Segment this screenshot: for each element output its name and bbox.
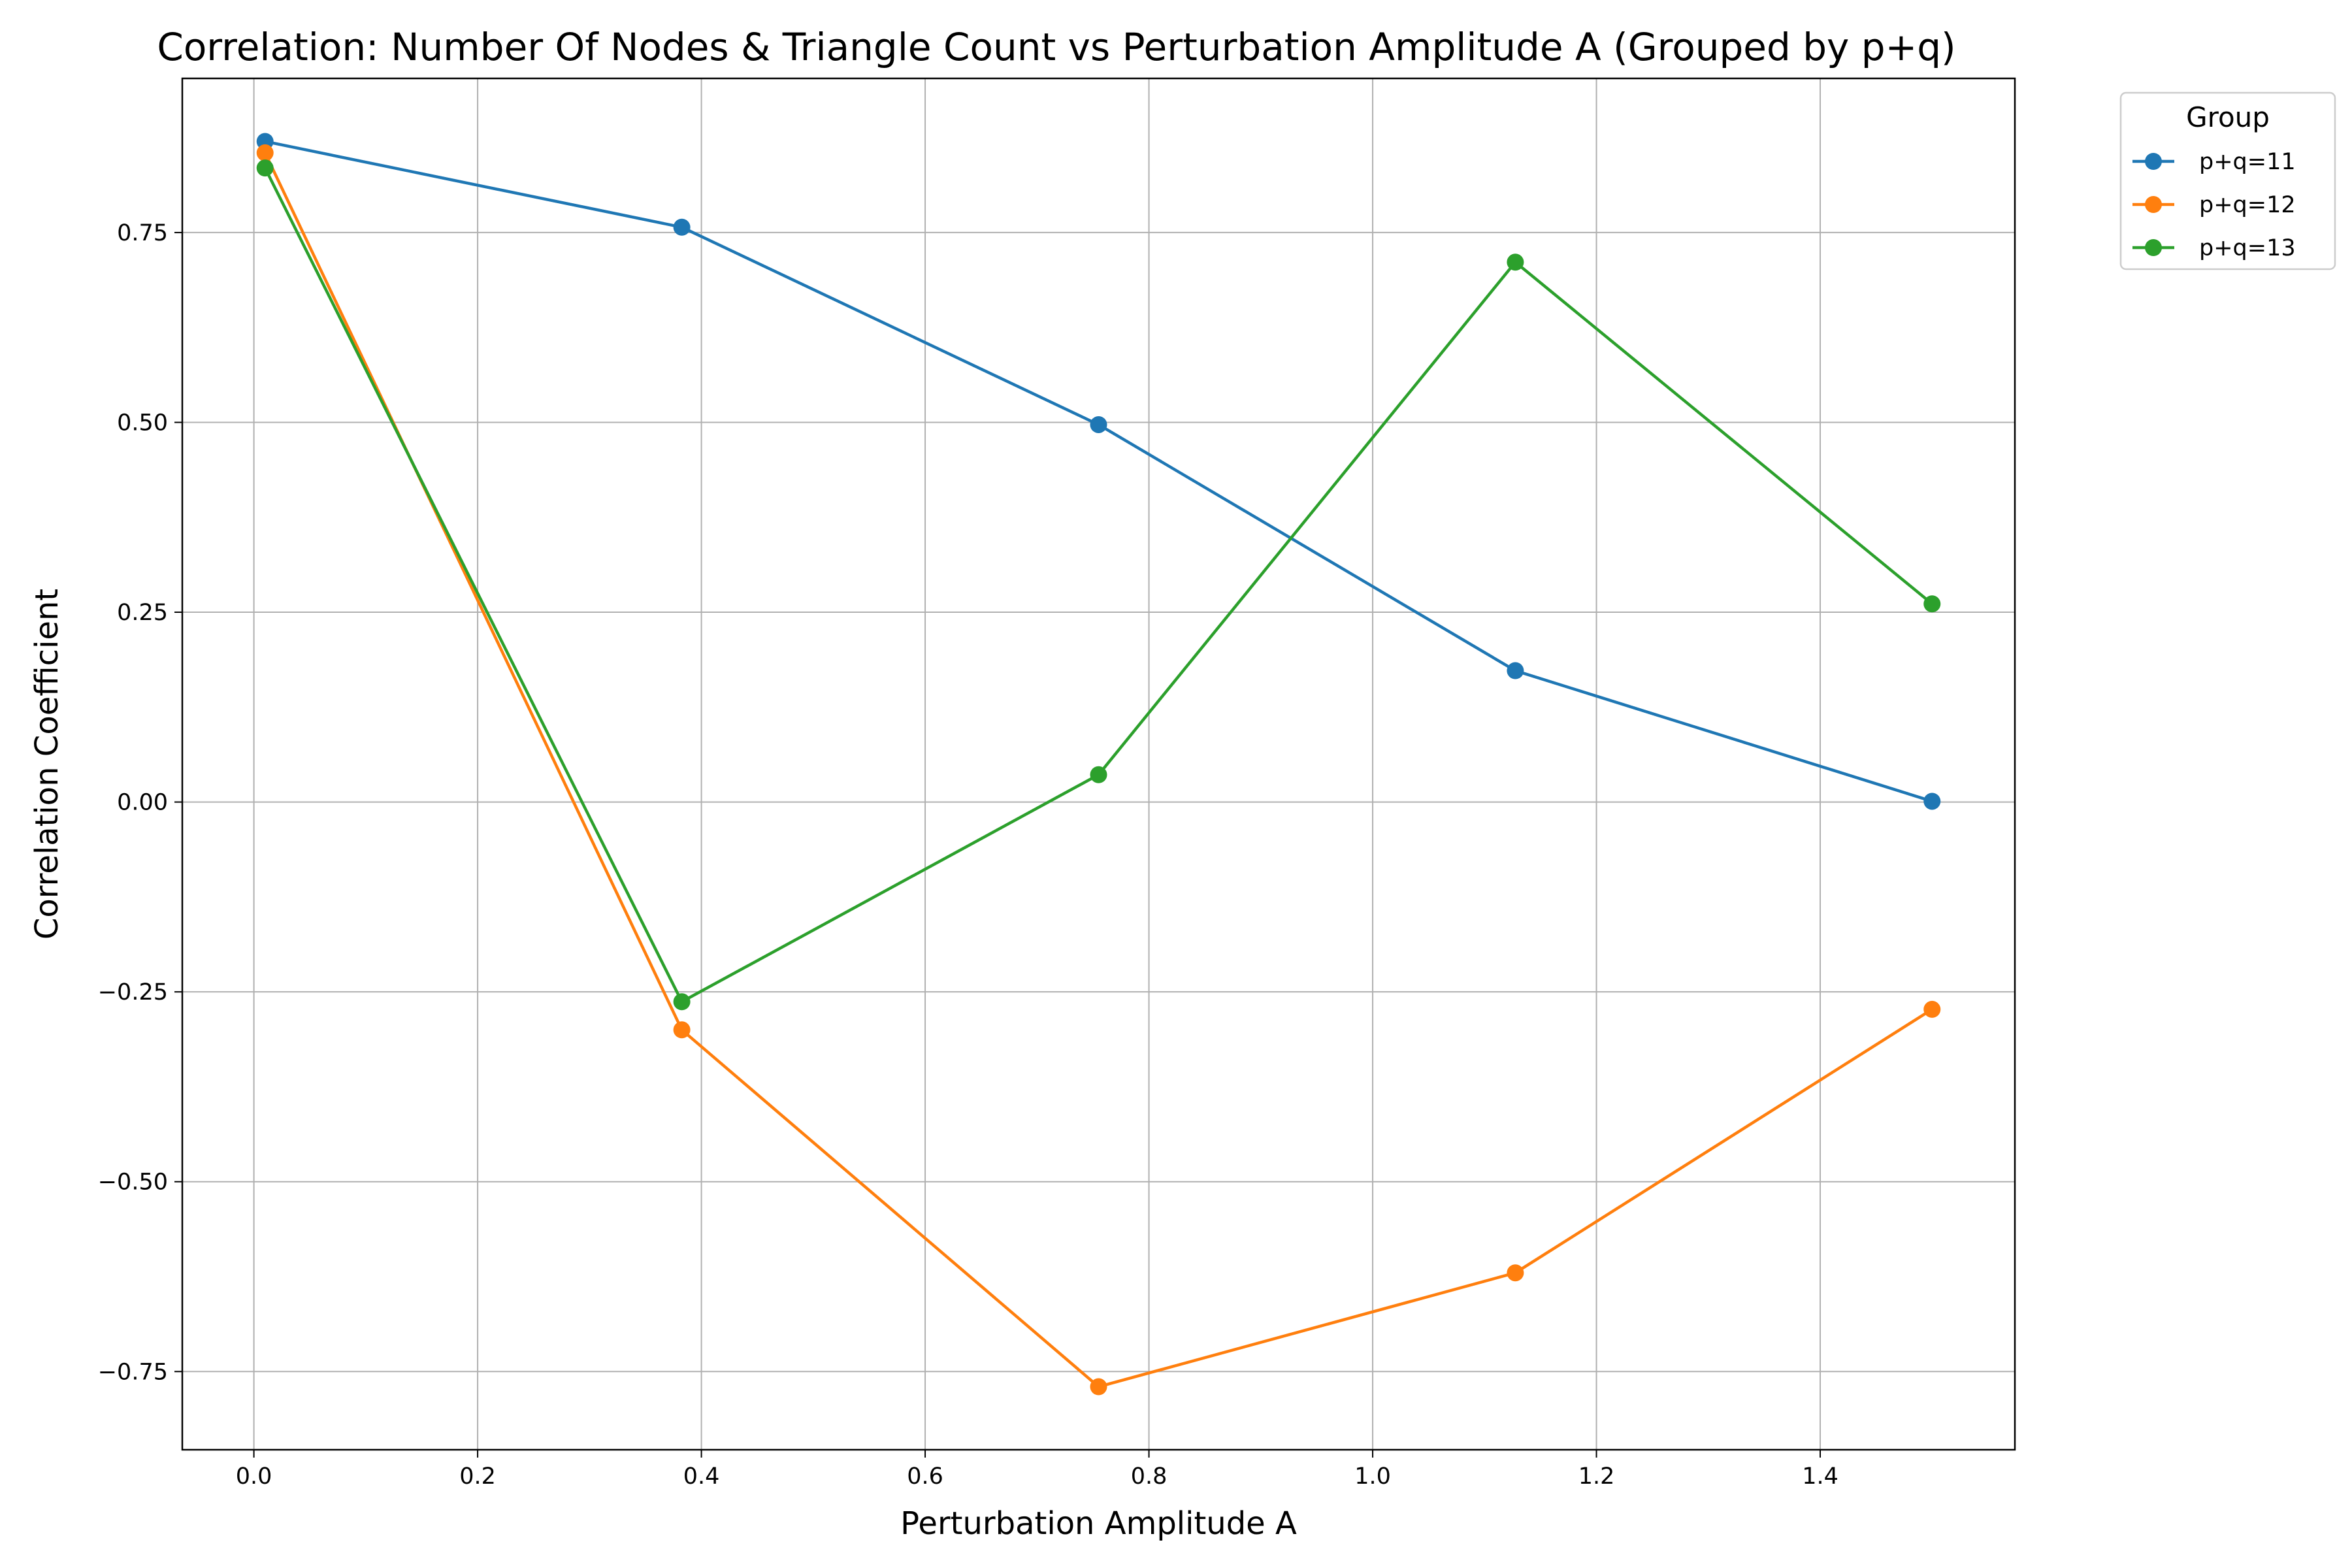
data-point [1090, 1378, 1107, 1396]
x-tick-label: 0.0 [236, 1463, 272, 1490]
legend-title: Group [2186, 101, 2270, 133]
data-point [673, 218, 691, 236]
chart-title: Correlation: Number Of Nodes & Triangle … [157, 25, 1955, 69]
y-tick-label: 0.25 [117, 600, 168, 626]
data-point [1923, 595, 1941, 613]
data-point [673, 1021, 691, 1039]
x-tick-label: 1.2 [1578, 1463, 1615, 1490]
series-layer [256, 133, 1941, 1396]
legend-label: p+q=12 [2199, 192, 2296, 218]
x-tick-label: 0.8 [1131, 1463, 1168, 1490]
data-point [1507, 1264, 1524, 1282]
data-point [1090, 416, 1107, 433]
data-point [1090, 766, 1107, 783]
legend: Group p+q=11 p+q=12 p+q=13 [2119, 91, 2336, 270]
ticks: 0.0 0.2 0.4 0.6 0.8 1.0 1.2 1.4 −0.75 −0.50 −0.25 0… [98, 220, 1838, 1490]
legend-swatch-marker [2145, 239, 2162, 256]
data-point [1507, 253, 1524, 271]
legend-label: p+q=13 [2199, 235, 2296, 261]
y-tick-label: −0.75 [98, 1359, 168, 1385]
data-point [1507, 662, 1524, 679]
x-tick-label: 1.4 [1802, 1463, 1838, 1490]
legend-box [2119, 91, 2336, 270]
y-tick-label: 0.50 [117, 410, 168, 436]
x-tick-label: 0.4 [683, 1463, 720, 1490]
x-tick-label: 1.0 [1354, 1463, 1391, 1490]
y-axis-title: Correlation Coefficient [29, 589, 65, 939]
data-point [1923, 792, 1941, 810]
data-point [1923, 1000, 1941, 1018]
y-tick-label: 0.75 [117, 220, 168, 246]
y-tick-label: −0.50 [98, 1169, 168, 1196]
legend-swatch-marker [2145, 196, 2162, 213]
data-point [673, 993, 691, 1011]
legend-items: p+q=11 p+q=12 p+q=13 [2132, 149, 2296, 261]
data-point [256, 144, 274, 161]
data-point [256, 159, 274, 177]
y-tick-label: 0.00 [117, 790, 168, 816]
plot-frame [181, 77, 2016, 1451]
x-axis-title: Perturbation Amplitude A [900, 1505, 1297, 1542]
y-tick-label: −0.25 [98, 979, 168, 1005]
x-tick-label: 0.6 [907, 1463, 943, 1490]
x-tick-label: 0.2 [459, 1463, 496, 1490]
legend-swatch-marker [2145, 153, 2162, 170]
legend-label: p+q=11 [2199, 149, 2296, 175]
